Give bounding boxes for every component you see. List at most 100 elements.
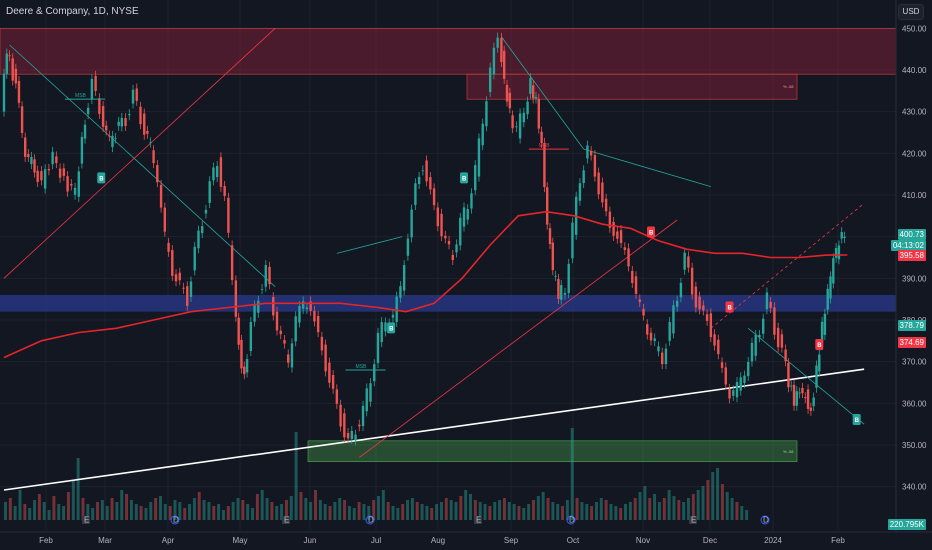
signal-marker: B [387, 322, 396, 334]
candle-body [548, 228, 552, 245]
volume-bar [294, 432, 298, 520]
volume-bar [197, 492, 201, 520]
candle-body [690, 267, 694, 295]
volume-bar [178, 502, 182, 520]
x-tick-label: Sep [504, 536, 519, 545]
volume-bar [551, 502, 555, 520]
signal-marker: B [815, 339, 824, 350]
candle-body [40, 171, 43, 181]
icon-letter: D [569, 516, 575, 525]
volume-bar [711, 472, 715, 520]
dividend-icon: D [760, 515, 770, 525]
candle-body [485, 101, 488, 127]
x-tick-label: Mar [98, 536, 112, 545]
candle-body [257, 300, 260, 313]
candle-body [784, 349, 787, 362]
signal-marker-letter: B [389, 326, 394, 332]
trendline [359, 219, 678, 458]
candle-body [414, 183, 417, 206]
candle-body [143, 113, 146, 135]
volume-bar [410, 498, 414, 520]
volume-bar [47, 510, 51, 520]
msb-label: MSB [539, 143, 551, 149]
candle-body [798, 392, 801, 394]
volume-bar [96, 502, 99, 520]
candle-body [627, 248, 630, 267]
volume-bar [469, 494, 472, 520]
candle-body [94, 75, 97, 91]
candle-body [761, 318, 765, 334]
candle-body [792, 384, 796, 406]
volume-bar [62, 506, 66, 520]
x-tick-label: Jun [304, 536, 317, 545]
volume-bar [81, 498, 85, 520]
candle-body [773, 307, 776, 335]
trendline [747, 328, 865, 425]
candle-body [526, 101, 529, 115]
candle-body [515, 126, 518, 128]
volume-bar [154, 498, 158, 520]
volume-bar [585, 504, 589, 520]
volume-bar [110, 498, 114, 520]
zone-tag: % -08 [783, 84, 794, 89]
candle-body [429, 177, 432, 190]
candle-body [365, 388, 368, 412]
volume-bar [144, 508, 148, 520]
candle-body [124, 118, 127, 126]
earnings-icon-box [82, 516, 90, 524]
candle-body [806, 389, 810, 409]
candle-body [820, 321, 824, 343]
volume-bar [420, 504, 424, 520]
moving-average-line [3, 210, 848, 359]
volume-bar [338, 498, 342, 520]
volume-bar [328, 506, 332, 520]
volume-bar [270, 502, 274, 520]
candle-body [780, 334, 784, 348]
volume-bar [183, 508, 187, 520]
candle-body [455, 244, 458, 253]
volume-bar [362, 504, 366, 520]
candle-body [668, 321, 671, 341]
volume-bar [4, 502, 7, 520]
candle-body [571, 222, 574, 259]
trendline [336, 236, 403, 254]
candle-body [128, 114, 131, 116]
dividend-icon-circle [170, 515, 180, 525]
volume-bar [23, 504, 27, 520]
price-tag: 400.73 [897, 228, 926, 240]
volume-bar [134, 504, 138, 520]
candle-body [149, 142, 152, 144]
volume-bar [202, 500, 206, 520]
candle-body [823, 313, 827, 335]
candle-body [135, 88, 138, 101]
candle-body [343, 413, 346, 438]
volume-bar [289, 496, 293, 520]
volume-bar [212, 506, 216, 520]
candle-body [765, 292, 769, 310]
volume-bar [391, 506, 395, 520]
x-tick-label: Nov [636, 536, 650, 545]
candle-body [754, 334, 757, 356]
candle-body [812, 397, 815, 407]
currency-button[interactable]: USD [898, 4, 924, 20]
candle-body [268, 266, 271, 285]
volume-bar [740, 506, 744, 520]
volume-bar [265, 498, 269, 520]
volume-bar [648, 498, 652, 520]
candle-body [459, 217, 462, 246]
volume-bar [435, 504, 439, 520]
price-tag: 378.79 [897, 320, 926, 332]
candle-body [73, 187, 77, 195]
signal-marker-box [815, 339, 824, 350]
volume-bar [454, 502, 458, 520]
volume-bar [716, 468, 720, 520]
volume-bar [536, 496, 540, 520]
signal-marker-box [459, 172, 468, 184]
volume-bar [517, 506, 521, 520]
volume-bar [18, 490, 22, 520]
candle-body [298, 306, 301, 323]
volume-bar [643, 486, 647, 520]
candle-body [350, 430, 354, 440]
volume-bar [677, 500, 681, 520]
